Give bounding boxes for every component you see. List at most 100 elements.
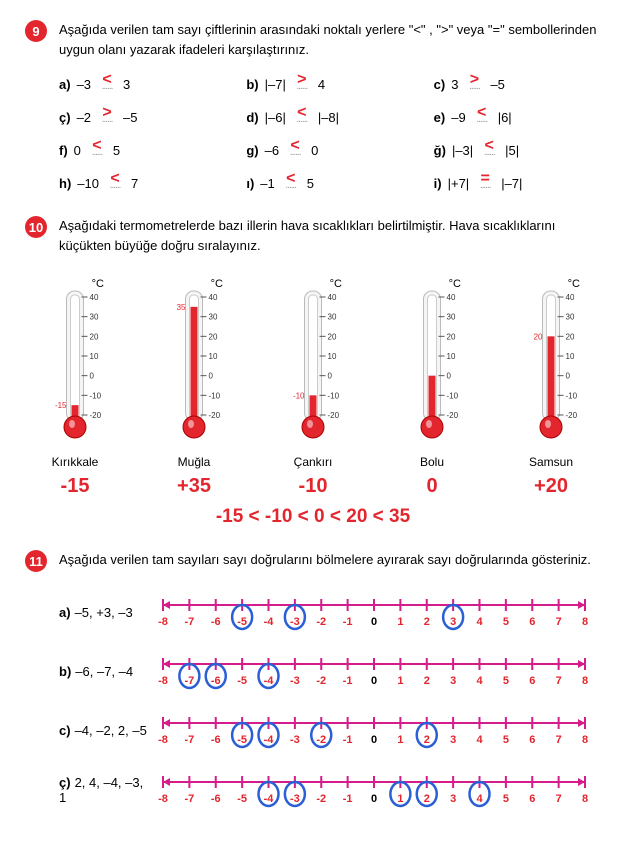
svg-text:35: 35 bbox=[177, 303, 186, 312]
item-right: 3 bbox=[123, 77, 130, 92]
svg-text:-6: -6 bbox=[211, 793, 221, 805]
line-label: a)–5, +3, –3 bbox=[59, 605, 149, 620]
line-svg-wrap: -8-7-6-5-4-3-2-1012345678 bbox=[149, 705, 601, 756]
item-left: 0 bbox=[74, 143, 81, 158]
item-left: –2 bbox=[77, 110, 91, 125]
svg-text:-5: -5 bbox=[237, 793, 247, 805]
svg-text:0: 0 bbox=[371, 734, 377, 746]
svg-text:-20: -20 bbox=[328, 411, 340, 420]
line-svg-wrap: -8-7-6-5-4-3-2-1012345678 bbox=[149, 646, 601, 697]
number-line-svg: -8-7-6-5-4-3-2-1012345678 bbox=[149, 764, 599, 812]
item-answer: < bbox=[475, 137, 503, 155]
item-letter: ç) bbox=[59, 110, 71, 125]
svg-text:20: 20 bbox=[566, 332, 575, 341]
svg-text:°C: °C bbox=[211, 278, 223, 290]
svg-text:-2: -2 bbox=[316, 675, 326, 687]
svg-text:10: 10 bbox=[447, 352, 456, 361]
q9-text: Aşağıda verilen tam sayı çiftlerinin ara… bbox=[59, 20, 601, 59]
item-right: 4 bbox=[318, 77, 325, 92]
svg-text:-6: -6 bbox=[211, 675, 221, 687]
svg-text:-10: -10 bbox=[566, 391, 578, 400]
svg-text:0: 0 bbox=[90, 372, 95, 381]
thermometer-svg: °C403020100-10-20-10 bbox=[278, 275, 348, 450]
thermometer-svg: °C403020100-10-2020 bbox=[516, 275, 586, 450]
q9-item: a)–3<3 bbox=[59, 77, 226, 92]
q9-item: i)|+7|=|–7| bbox=[434, 176, 601, 191]
q9-item: c)3>–5 bbox=[434, 77, 601, 92]
thermometer: °C403020100-10-2020Samsun+20 bbox=[501, 275, 601, 498]
svg-text:30: 30 bbox=[566, 313, 575, 322]
item-dots: < bbox=[93, 77, 121, 92]
svg-text:0: 0 bbox=[209, 372, 214, 381]
thermo-city: Muğla bbox=[144, 455, 244, 469]
item-dots: > bbox=[93, 110, 121, 125]
thermometer-svg: °C403020100-10-20 bbox=[397, 275, 467, 450]
svg-text:-3: -3 bbox=[290, 616, 300, 628]
q10-number: 10 bbox=[25, 216, 47, 238]
item-answer: < bbox=[281, 137, 309, 155]
svg-text:30: 30 bbox=[328, 313, 337, 322]
svg-text:40: 40 bbox=[566, 293, 575, 302]
svg-text:-10: -10 bbox=[209, 391, 221, 400]
item-dots: < bbox=[277, 176, 305, 191]
thermometers-row: °C403020100-10-20-15Kırıkkale-15°C403020… bbox=[25, 275, 601, 498]
item-letter: g) bbox=[246, 143, 258, 158]
item-dots: < bbox=[475, 143, 503, 158]
svg-text:1: 1 bbox=[397, 734, 403, 746]
question-11: 11 Aşağıda verilen tam sayıları sayı doğ… bbox=[25, 550, 601, 572]
svg-text:°C: °C bbox=[568, 278, 580, 290]
item-left: |–7| bbox=[265, 77, 286, 92]
svg-text:-20: -20 bbox=[447, 411, 459, 420]
thermo-value: 0 bbox=[382, 475, 482, 498]
q9-item: ç)–2>–5 bbox=[59, 110, 226, 125]
item-right: 7 bbox=[131, 176, 138, 191]
svg-text:0: 0 bbox=[328, 372, 333, 381]
item-answer: < bbox=[101, 170, 129, 188]
item-dots: < bbox=[281, 143, 309, 158]
svg-text:-5: -5 bbox=[237, 616, 247, 628]
svg-text:0: 0 bbox=[566, 372, 571, 381]
number-line-svg: -8-7-6-5-4-3-2-1012345678 bbox=[149, 646, 599, 694]
thermometer-svg: °C403020100-10-2035 bbox=[159, 275, 229, 450]
item-dots: > bbox=[460, 77, 488, 92]
svg-text:4: 4 bbox=[476, 734, 483, 746]
item-dots: < bbox=[101, 176, 129, 191]
thermo-value: -10 bbox=[263, 475, 363, 498]
q9-item: b)|–7|>4 bbox=[246, 77, 413, 92]
q9-item: h)–10<7 bbox=[59, 176, 226, 191]
svg-text:10: 10 bbox=[328, 352, 337, 361]
svg-text:7: 7 bbox=[556, 675, 562, 687]
svg-text:10: 10 bbox=[566, 352, 575, 361]
svg-text:1: 1 bbox=[397, 675, 403, 687]
svg-text:-1: -1 bbox=[343, 675, 353, 687]
item-dots: = bbox=[471, 176, 499, 191]
svg-text:-7: -7 bbox=[184, 793, 194, 805]
svg-text:7: 7 bbox=[556, 734, 562, 746]
item-left: –6 bbox=[265, 143, 279, 158]
line-label: ç)2, 4, –4, –3, 1 bbox=[59, 775, 149, 805]
number-line-svg: -8-7-6-5-4-3-2-1012345678 bbox=[149, 587, 599, 635]
item-right: 5 bbox=[113, 143, 120, 158]
svg-text:40: 40 bbox=[447, 293, 456, 302]
line-label: c)–4, –2, 2, –5 bbox=[59, 723, 149, 738]
svg-text:-7: -7 bbox=[184, 616, 194, 628]
svg-text:20: 20 bbox=[447, 332, 456, 341]
svg-text:-7: -7 bbox=[184, 675, 194, 687]
svg-text:-4: -4 bbox=[264, 675, 275, 687]
item-left: –10 bbox=[77, 176, 99, 191]
svg-text:0: 0 bbox=[371, 675, 377, 687]
svg-text:10: 10 bbox=[209, 352, 218, 361]
q9-item: e)–9<|6| bbox=[434, 110, 601, 125]
svg-text:-3: -3 bbox=[290, 675, 300, 687]
svg-text:0: 0 bbox=[447, 372, 452, 381]
thermo-city: Kırıkkale bbox=[25, 455, 125, 469]
q9-item: ı)–1<5 bbox=[246, 176, 413, 191]
svg-text:20: 20 bbox=[209, 332, 218, 341]
svg-text:-10: -10 bbox=[447, 391, 459, 400]
item-letter: b) bbox=[246, 77, 258, 92]
item-dots: < bbox=[288, 110, 316, 125]
svg-text:2: 2 bbox=[424, 734, 430, 746]
thermo-value: -15 bbox=[25, 475, 125, 498]
q9-item: ğ)|–3|<|5| bbox=[434, 143, 601, 158]
svg-text:4: 4 bbox=[476, 616, 483, 628]
